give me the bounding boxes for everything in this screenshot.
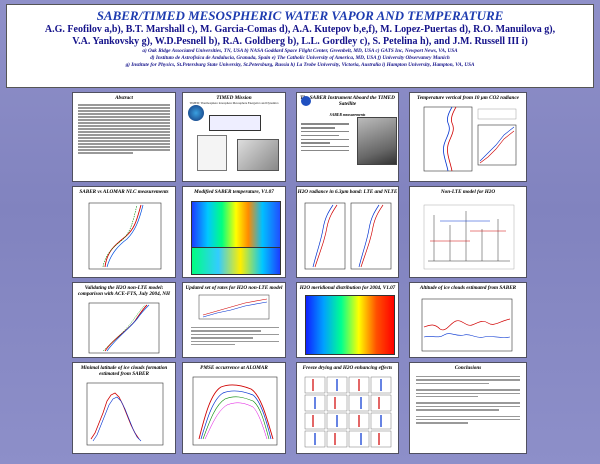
altitude-clouds-panel: Altitude of ice clouds estimated from SA…	[409, 282, 527, 358]
meridional-title: H2O meridional distribution for 2004, V1…	[299, 285, 396, 291]
h2o-radiance-panel: H2O radiance in 6.3µm band: LTE and NLTE	[296, 186, 399, 278]
saber-measurements-list	[301, 121, 349, 179]
pmse-plot	[192, 376, 278, 446]
saber-measurements-subtitle: SABER measurements	[329, 113, 366, 117]
altitude-clouds-plot	[421, 298, 513, 352]
saber-instrument-photo	[357, 117, 397, 165]
nlte-model-title: Non-LTE model for H2O	[440, 189, 496, 195]
nlte-model-panel: Non-LTE model for H2O	[409, 186, 527, 278]
temperature-vertical-title: Temperature vertical from 10 µm CO2 radi…	[417, 95, 519, 101]
altitude-clouds-title: Altitude of ice clouds estimated from SA…	[419, 285, 517, 291]
saber-aldomar-panel: SABER vs ALOMAR NLC measurements	[72, 186, 176, 278]
timed-text-box	[209, 115, 261, 131]
saber-aldomar-title: SABER vs ALOMAR NLC measurements	[79, 189, 169, 195]
rate-factors-panel: Updated set of rates for H2O non-LTE mod…	[182, 282, 286, 358]
timed-mission-title: TIMED Mission	[216, 95, 252, 101]
timed-orbit-figure	[197, 135, 227, 171]
timed-mission-panel: TIMED Mission TIMED: Thermosphere Ionosp…	[182, 92, 286, 182]
nlte-model-diagram	[423, 204, 515, 270]
affiliations-line-1: a) Oak Ridge Associated Universities, TN…	[142, 48, 458, 54]
meridional-map	[305, 295, 395, 355]
modified-temperature-panel: Modified SABER temperature, V1.07	[182, 186, 286, 278]
h2o-radiance-plots	[304, 202, 392, 270]
abstract-title: Abstract	[115, 95, 133, 101]
poster-header: SABER/TIMED MESOSPHERIC WATER VAPOR AND …	[6, 4, 594, 88]
authors-line-1: A.G. Feofilov a,b), B.T. Marshall c), M.…	[44, 24, 556, 35]
saber-logo-icon	[301, 96, 311, 106]
freeze-drying-panel: Freeze drying and H2O enhancing effects	[296, 362, 399, 454]
modified-temperature-map	[191, 201, 281, 249]
abstract-text-block	[73, 101, 175, 157]
timed-mission-patch	[188, 105, 204, 121]
validating-plot	[88, 302, 160, 354]
affiliations-line-2: d) Instituto de Astrofisica de Andalucia…	[150, 55, 450, 61]
minimal-latitude-plot	[86, 382, 164, 446]
conclusions-title: Conclusions	[454, 365, 482, 371]
saber-aldomar-plot	[88, 202, 162, 270]
abstract-panel: Abstract	[72, 92, 176, 182]
validating-title: Validating the H2O non-LTE model: compar…	[77, 285, 171, 297]
rate-factors-notes	[191, 325, 279, 347]
conclusions-panel: Conclusions	[409, 362, 527, 454]
freeze-drying-grid	[304, 376, 392, 448]
timed-satellite-figure	[237, 139, 279, 171]
meridional-panel: H2O meridional distribution for 2004, V1…	[296, 282, 399, 358]
saber-instrument-title: The SABER Instrument Aboard the TIMED Sa…	[300, 95, 395, 107]
timed-mission-caption: TIMED: Thermosphere Ionosphere Mesospher…	[189, 101, 279, 105]
poster-title: SABER/TIMED MESOSPHERIC WATER VAPOR AND …	[96, 8, 504, 23]
modified-temperature-title: Modified SABER temperature, V1.07	[194, 189, 274, 195]
conclusions-text-block	[410, 371, 526, 429]
pmse-title: PMSE occurrence at ALOMAR	[200, 365, 268, 371]
modified-temperature-map-2	[191, 247, 281, 275]
minimal-latitude-title: Minimal latitude of ice clouds formation…	[80, 365, 168, 377]
saber-instrument-panel: The SABER Instrument Aboard the TIMED Sa…	[296, 92, 399, 182]
authors-line-2: V.A. Yankovsky g), W.D.Pesnell b), R.A. …	[72, 36, 528, 47]
temperature-vertical-panel: Temperature vertical from 10 µm CO2 radi…	[409, 92, 527, 182]
minimal-latitude-panel: Minimal latitude of ice clouds formation…	[72, 362, 176, 454]
rate-factors-plot	[198, 294, 270, 320]
rate-factors-title: Updated set of rates for H2O non-LTE mod…	[185, 285, 283, 291]
validating-panel: Validating the H2O non-LTE model: compar…	[72, 282, 176, 358]
pmse-panel: PMSE occurrence at ALOMAR	[182, 362, 286, 454]
h2o-radiance-title: H2O radiance in 6.3µm band: LTE and NLTE	[297, 189, 398, 195]
temperature-vertical-plot	[423, 106, 517, 172]
freeze-drying-title: Freeze drying and H2O enhancing effects	[302, 365, 393, 371]
affiliations-line-3: g) Institute for Physics, St.Petersburg …	[125, 62, 475, 68]
